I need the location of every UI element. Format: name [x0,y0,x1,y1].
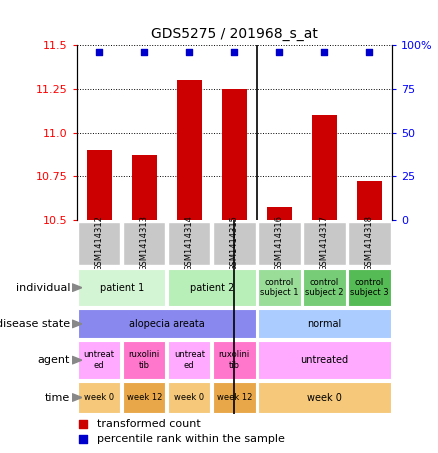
Bar [168,342,210,379]
Point [231,48,238,56]
Text: control
subject 3: control subject 3 [350,278,389,297]
Text: patient 2: patient 2 [190,283,234,293]
Bar [258,342,391,379]
Text: week 0: week 0 [174,393,205,402]
Bar [132,155,157,220]
Bar [258,309,391,338]
Bar [303,269,346,306]
Polygon shape [72,394,82,401]
Polygon shape [72,284,82,291]
Text: patient 1: patient 1 [99,283,144,293]
Bar [168,269,255,306]
Point [276,48,283,56]
Text: GSM1414312: GSM1414312 [95,216,104,271]
Text: week 12: week 12 [127,393,162,402]
Title: GDS5275 / 201968_s_at: GDS5275 / 201968_s_at [151,28,318,42]
Bar [123,222,166,265]
Text: disease state: disease state [0,319,70,329]
Bar [177,80,201,220]
Text: control
subject 1: control subject 1 [260,278,299,297]
Text: ruxolini
tib: ruxolini tib [129,351,160,370]
Point [79,435,86,443]
Text: untreated: untreated [300,355,349,365]
Bar [78,342,120,379]
Polygon shape [72,320,82,328]
Bar [78,382,120,413]
Text: alopecia areata: alopecia areata [129,319,205,329]
Bar [87,150,112,220]
Text: untreat
ed: untreat ed [84,351,115,370]
Bar [303,222,346,265]
Bar [258,269,300,306]
Text: GSM1414318: GSM1414318 [365,216,374,271]
Bar [123,342,166,379]
Bar [213,342,255,379]
Bar [357,181,382,220]
Bar [168,222,210,265]
Text: individual: individual [16,283,70,293]
Bar [123,382,166,413]
Text: week 0: week 0 [84,393,114,402]
Text: GSM1414316: GSM1414316 [275,216,284,271]
Text: GSM1414317: GSM1414317 [320,216,329,271]
Text: control
subject 2: control subject 2 [305,278,344,297]
Text: GSM1414315: GSM1414315 [230,216,239,271]
Bar [267,207,292,220]
Text: transformed count: transformed count [97,419,201,429]
Bar [78,309,255,338]
Bar [258,222,300,265]
Bar [213,382,255,413]
Text: week 0: week 0 [307,392,342,403]
Text: GSM1414313: GSM1414313 [140,216,149,271]
Text: ruxolini
tib: ruxolini tib [219,351,250,370]
Bar [78,269,166,306]
Text: percentile rank within the sample: percentile rank within the sample [97,434,285,444]
Polygon shape [72,357,82,364]
Point [186,48,193,56]
Point [95,48,102,56]
Text: agent: agent [38,355,70,365]
Bar [78,222,120,265]
Text: week 12: week 12 [217,393,252,402]
Bar [348,222,391,265]
Bar [348,269,391,306]
Text: time: time [45,392,70,403]
Text: untreat
ed: untreat ed [174,351,205,370]
Bar [258,382,391,413]
Bar [168,382,210,413]
Point [79,420,86,428]
Text: normal: normal [307,319,342,329]
Point [141,48,148,56]
Text: GSM1414314: GSM1414314 [185,216,194,271]
Point [366,48,373,56]
Point [321,48,328,56]
Bar [312,115,337,220]
Bar [213,222,255,265]
Bar [222,89,247,220]
